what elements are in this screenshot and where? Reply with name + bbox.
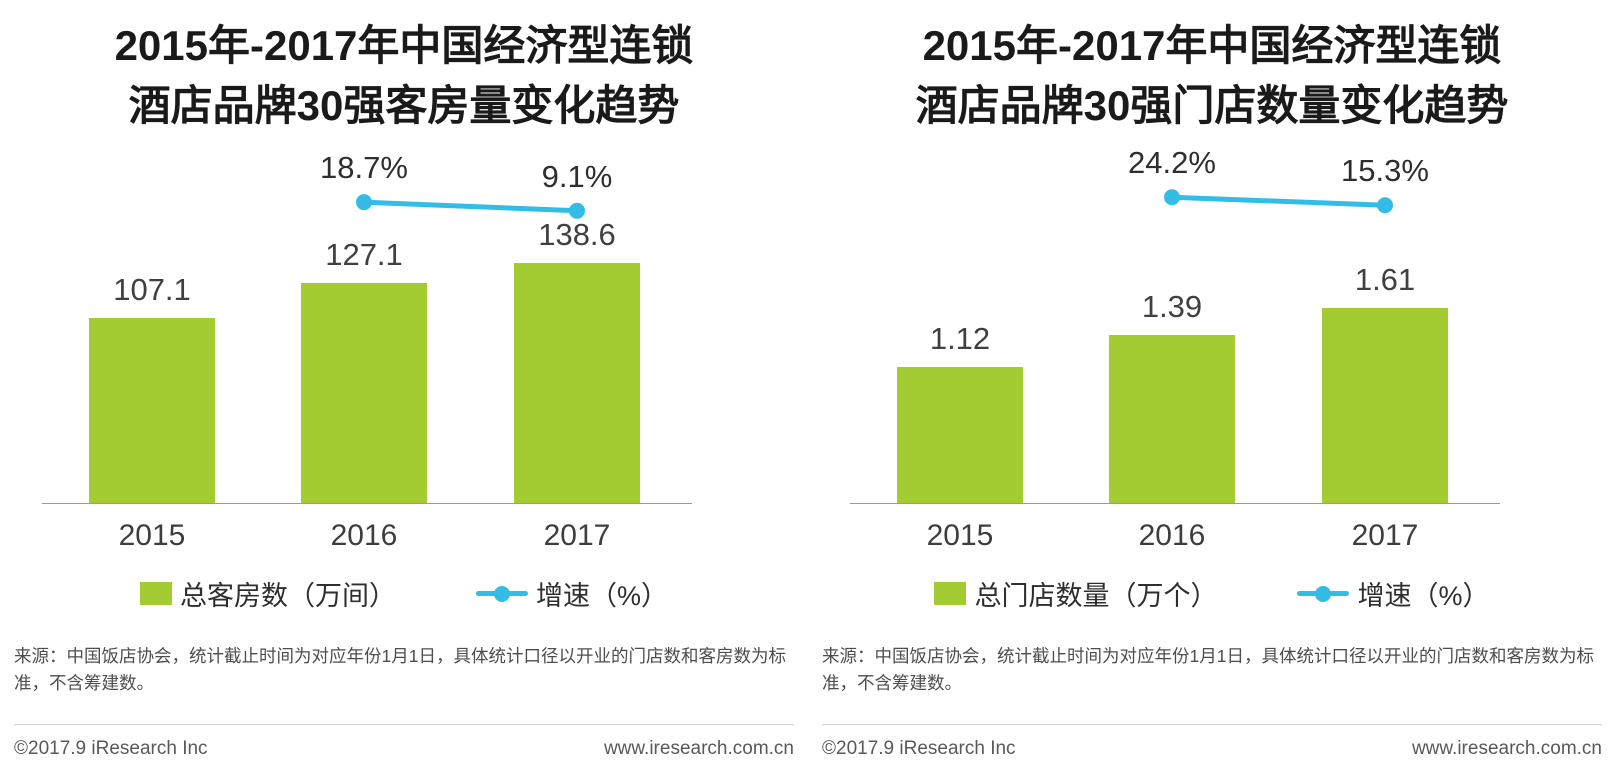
line-series-dot-icon [1315,585,1332,602]
growth-point-marker [356,194,372,211]
line-series-dot-icon [493,585,510,602]
source-note: 来源：中国饭店协会，统计截止时间为对应年份1月1日，具体统计口径以开业的门店数和… [822,646,1594,694]
bar-value-label-2015: 1.12 [929,321,991,357]
legend-rooms: 总客房数（万间） 增速（%） [34,574,774,613]
growth-point-marker [1377,197,1393,214]
bar-value-label-2016: 1.39 [1141,289,1203,325]
legend-item-bar-series: 总门店数量（万个） [934,574,1217,613]
chart-panel-room-count: 2015年-2017年中国经济型连锁 酒店品牌30强客房量变化趋势 107.1 2… [14,16,794,760]
x-axis-label-2017: 2017 [1351,519,1419,553]
website-text: www.iresearch.com.cn [1411,738,1602,759]
chart-title-line-2: 酒店品牌30强门店数量变化趋势 [915,81,1509,129]
chart-title-line-2: 酒店品牌30强客房量变化趋势 [128,81,680,129]
legend-item-bar-series: 总客房数（万间） [139,574,396,613]
legend-label-line-series: 增速（%） [1357,581,1490,612]
bar-series-swatch-icon [934,582,967,606]
x-axis-label-2015: 2015 [118,519,186,553]
x-axis-label-2016: 2016 [1138,519,1206,553]
website-text: www.iresearch.com.cn [603,738,794,759]
bar-value-label-2016: 127.1 [325,237,403,273]
bar-2015 [89,318,215,504]
chart-panel-store-count: 2015年-2017年中国经济型连锁 酒店品牌30强门店数量变化趋势 1.12 2… [808,0,1616,778]
copyright-text: ©2017.9 iResearch Inc [822,738,1016,759]
panel-footer: ©2017.9 iResearch Inc www.iresearch.com.… [822,724,1602,760]
growth-point-marker [1164,189,1180,206]
legend-item-line-series: 增速（%） [475,574,668,613]
bar-series-swatch-icon [139,582,172,606]
bar-value-label-2017: 1.61 [1354,262,1416,298]
line-series-icon [1297,585,1350,602]
source-note: 来源：中国饭店协会，统计截止时间为对应年份1月1日，具体统计口径以开业的门店数和… [14,646,786,694]
bar-value-label-2017: 138.6 [538,217,616,253]
line-series-icon [475,585,528,602]
bar-2015 [897,367,1023,504]
bar-chart-rooms: 107.1 2015 127.1 2016 138.6 2017 18.7% 9.1% [42,149,692,552]
chart-title-line-1: 2015年-2017年中国经济型连锁 [114,22,694,69]
bar-2016 [301,283,427,504]
x-axis-label-2017: 2017 [543,519,611,553]
copyright-text: ©2017.9 iResearch Inc [14,738,208,759]
legend-label-bar-series: 总门店数量（万个） [974,581,1218,612]
panel-footer: ©2017.9 iResearch Inc www.iresearch.com.… [14,724,794,760]
x-axis-label-2016: 2016 [330,519,398,553]
legend-stores: 总门店数量（万个） 增速（%） [842,574,1582,613]
bar-2017 [514,263,640,504]
chart-title-rooms: 2015年-2017年中国经济型连锁 酒店品牌30强客房量变化趋势 [24,16,784,135]
chart-title-stores: 2015年-2017年中国经济型连锁 酒店品牌30强门店数量变化趋势 [832,16,1592,135]
bar-chart-stores: 1.12 2015 1.39 2016 1.61 2017 24.2% 15.3% [850,145,1500,552]
chart-title-line-1: 2015年-2017年中国经济型连锁 [922,22,1502,69]
x-axis-label-2015: 2015 [926,519,994,553]
growth-value-label: 18.7% [320,150,408,186]
bar-value-label-2015: 107.1 [113,272,191,308]
growth-value-label: 15.3% [1341,153,1429,189]
legend-label-bar-series: 总客房数（万间） [179,581,396,612]
legend-label-line-series: 增速（%） [535,581,668,612]
legend-item-line-series: 增速（%） [1297,574,1490,613]
bar-2017 [1322,308,1448,504]
growth-value-label: 24.2% [1128,145,1216,181]
bar-2016 [1109,335,1235,504]
growth-value-label: 9.1% [541,159,613,195]
